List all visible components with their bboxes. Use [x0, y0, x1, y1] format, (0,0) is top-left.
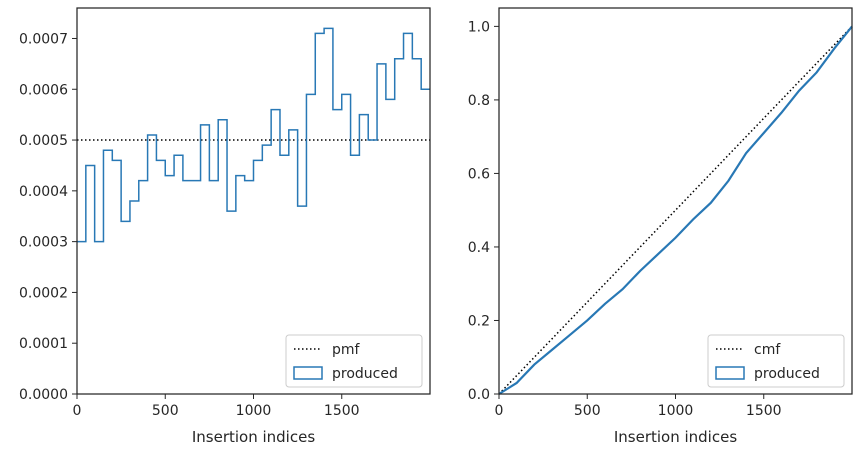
series-cmf-line [498, 25, 853, 395]
y-tick-label: 0.4 [468, 240, 490, 256]
y-tick-label: 0.2 [468, 313, 490, 329]
y-tick-label: 0.0 [468, 387, 490, 403]
series-produced-line [77, 27, 430, 243]
y-tick-label: 0.0004 [19, 184, 68, 200]
x-tick-label: 500 [574, 403, 601, 419]
legend-produced-label: produced [332, 366, 398, 382]
x-tick-label: 1500 [746, 403, 782, 419]
y-tick-label: 0.0005 [19, 133, 68, 149]
x-tick-label: 0 [495, 403, 504, 419]
y-tick-label: 0.8 [468, 93, 490, 109]
legend: pmf produced [285, 334, 423, 388]
legend-produced-swatch [293, 366, 323, 380]
legend-pmf-label: pmf [332, 342, 361, 358]
y-tick-label: 1.0 [468, 19, 490, 35]
x-tick-label: 1500 [324, 403, 360, 419]
legend-produced-swatch [715, 366, 745, 380]
legend-produced-label: produced [754, 366, 820, 382]
series-produced-line [498, 25, 853, 395]
pmf-chart-panel: 0 500 1000 1500 0.0000 0.0001 0.0002 0.0003 0.00… [19, 7, 431, 446]
y-tick-label: 0.0001 [19, 336, 68, 352]
legend: cmf produced [707, 334, 845, 388]
y-tick-label: 0.0006 [19, 82, 68, 98]
x-tick-label: 1000 [658, 403, 694, 419]
x-tick-label: 1000 [236, 403, 272, 419]
x-tick-label: 500 [152, 403, 179, 419]
legend-cmf-label: cmf [754, 342, 781, 358]
y-tick-label: 0.0007 [19, 31, 68, 47]
y-tick-label: 0.6 [468, 166, 490, 182]
legend-box [707, 334, 845, 388]
y-tick-label: 0.0002 [19, 285, 68, 301]
x-axis-label: Insertion indices [614, 428, 737, 446]
x-tick-label: 0 [73, 403, 82, 419]
cmf-chart-panel: 0 500 1000 1500 0.0 0.2 0.4 0.6 0.8 1.0 Insertion … [468, 7, 853, 446]
y-tick-label: 0.0003 [19, 235, 68, 251]
y-tick-label: 0.0000 [19, 387, 68, 403]
legend-box [285, 334, 423, 388]
x-axis-label: Insertion indices [192, 428, 315, 446]
